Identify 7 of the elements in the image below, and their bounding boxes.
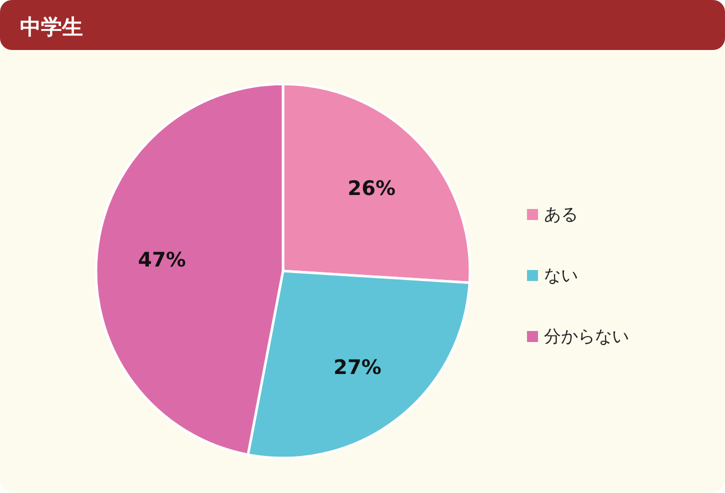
data-label: 47% — [138, 248, 186, 272]
chart-title: 中学生 — [20, 15, 83, 39]
legend-label: ない — [544, 266, 578, 286]
data-label: 26% — [348, 176, 396, 200]
data-label: 27% — [334, 355, 382, 380]
legend-label: ある — [544, 205, 578, 225]
legend-label: 分からない — [544, 327, 629, 347]
